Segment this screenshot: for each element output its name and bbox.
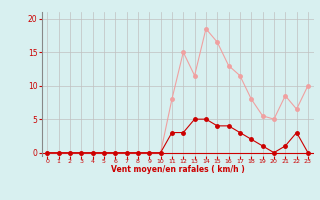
X-axis label: Vent moyen/en rafales ( km/h ): Vent moyen/en rafales ( km/h ) [111,165,244,174]
